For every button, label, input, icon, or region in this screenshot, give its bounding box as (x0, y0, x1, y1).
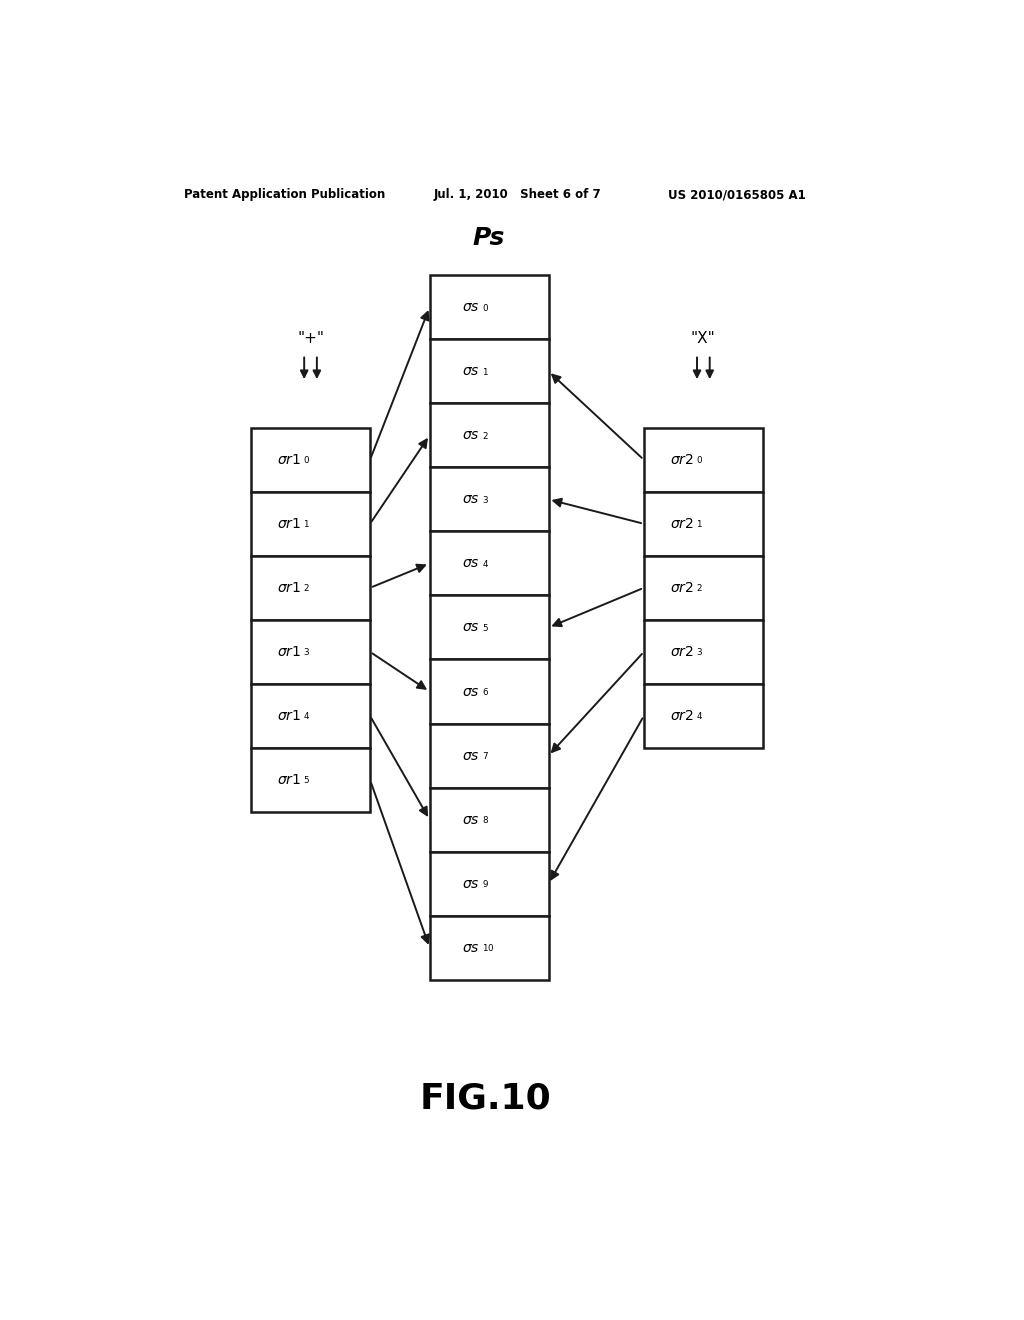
Bar (430, 916, 549, 979)
Bar (251, 492, 370, 556)
Bar (644, 620, 763, 684)
Bar (251, 428, 370, 492)
Text: $_{5}$: $_{5}$ (482, 620, 488, 634)
Text: US 2010/0165805 A1: US 2010/0165805 A1 (668, 189, 806, 202)
Text: $_{4}$: $_{4}$ (696, 709, 703, 722)
Text: FIG.10: FIG.10 (419, 1081, 551, 1115)
Bar (251, 684, 370, 748)
Text: $\sigma$$r2$: $\sigma$$r2$ (670, 709, 694, 723)
Bar (430, 339, 549, 404)
Text: $_{1}$: $_{1}$ (482, 364, 488, 378)
Text: $\sigma$$r1$: $\sigma$$r1$ (276, 453, 301, 467)
Text: $\sigma$$s$: $\sigma$$s$ (462, 492, 479, 507)
Text: $\sigma$$r2$: $\sigma$$r2$ (670, 453, 694, 467)
Text: $_{2}$: $_{2}$ (696, 581, 702, 594)
Text: $_{2}$: $_{2}$ (303, 581, 310, 594)
Bar (644, 428, 763, 492)
Text: "X": "X" (691, 331, 716, 346)
Bar (430, 660, 549, 723)
Bar (644, 492, 763, 556)
Text: $_{4}$: $_{4}$ (482, 557, 489, 570)
Text: $_{0}$: $_{0}$ (696, 453, 703, 466)
Text: $_{7}$: $_{7}$ (482, 748, 488, 762)
Text: Patent Application Publication: Patent Application Publication (183, 189, 385, 202)
Bar (430, 851, 549, 916)
Text: $\sigma$$s$: $\sigma$$s$ (462, 557, 479, 570)
Text: $_{0}$: $_{0}$ (482, 301, 489, 314)
Bar (430, 532, 549, 595)
Bar (430, 404, 549, 467)
Text: $\sigma$$s$: $\sigma$$s$ (462, 813, 479, 826)
Bar (430, 788, 549, 851)
Bar (251, 556, 370, 620)
Text: "+": "+" (297, 331, 324, 346)
Bar (251, 748, 370, 812)
Bar (430, 595, 549, 660)
Text: $_{6}$: $_{6}$ (482, 685, 489, 698)
Text: $\sigma$$r1$: $\sigma$$r1$ (276, 774, 301, 787)
Text: $\sigma$$r2$: $\sigma$$r2$ (670, 645, 694, 659)
Bar (430, 723, 549, 788)
Text: $\sigma$$r1$: $\sigma$$r1$ (276, 517, 301, 531)
Text: $_{3}$: $_{3}$ (482, 492, 488, 506)
Text: $\sigma$$r1$: $\sigma$$r1$ (276, 709, 301, 723)
Text: $\sigma$$s$: $\sigma$$s$ (462, 748, 479, 763)
Text: $\sigma$$r1$: $\sigma$$r1$ (276, 645, 301, 659)
Bar (430, 276, 549, 339)
Bar (251, 620, 370, 684)
Text: Ps: Ps (473, 226, 505, 249)
Bar (430, 467, 549, 532)
Bar (644, 684, 763, 748)
Text: $\sigma$$r2$: $\sigma$$r2$ (670, 581, 694, 595)
Text: $\sigma$$r1$: $\sigma$$r1$ (276, 581, 301, 595)
Text: $_{0}$: $_{0}$ (303, 453, 310, 466)
Text: $_{3}$: $_{3}$ (303, 645, 310, 659)
Text: $_{8}$: $_{8}$ (482, 813, 489, 826)
Text: $\sigma$$s$: $\sigma$$s$ (462, 876, 479, 891)
Text: $\sigma$$s$: $\sigma$$s$ (462, 685, 479, 698)
Text: $_{10}$: $_{10}$ (482, 941, 495, 954)
Bar (644, 556, 763, 620)
Text: $\sigma$$s$: $\sigma$$s$ (462, 429, 479, 442)
Text: $_{1}$: $_{1}$ (303, 517, 310, 531)
Text: $_{4}$: $_{4}$ (303, 709, 310, 722)
Text: Jul. 1, 2010   Sheet 6 of 7: Jul. 1, 2010 Sheet 6 of 7 (433, 189, 601, 202)
Text: $\sigma$$s$: $\sigma$$s$ (462, 364, 479, 379)
Text: $\sigma$$s$: $\sigma$$s$ (462, 301, 479, 314)
Text: $\sigma$$s$: $\sigma$$s$ (462, 620, 479, 635)
Text: $_{5}$: $_{5}$ (303, 774, 310, 787)
Text: $_{3}$: $_{3}$ (696, 645, 703, 659)
Text: $\sigma$$s$: $\sigma$$s$ (462, 941, 479, 954)
Text: $_{2}$: $_{2}$ (482, 429, 488, 442)
Text: $\sigma$$r2$: $\sigma$$r2$ (670, 517, 694, 531)
Text: $_{1}$: $_{1}$ (696, 517, 703, 531)
Text: $_{9}$: $_{9}$ (482, 876, 488, 890)
